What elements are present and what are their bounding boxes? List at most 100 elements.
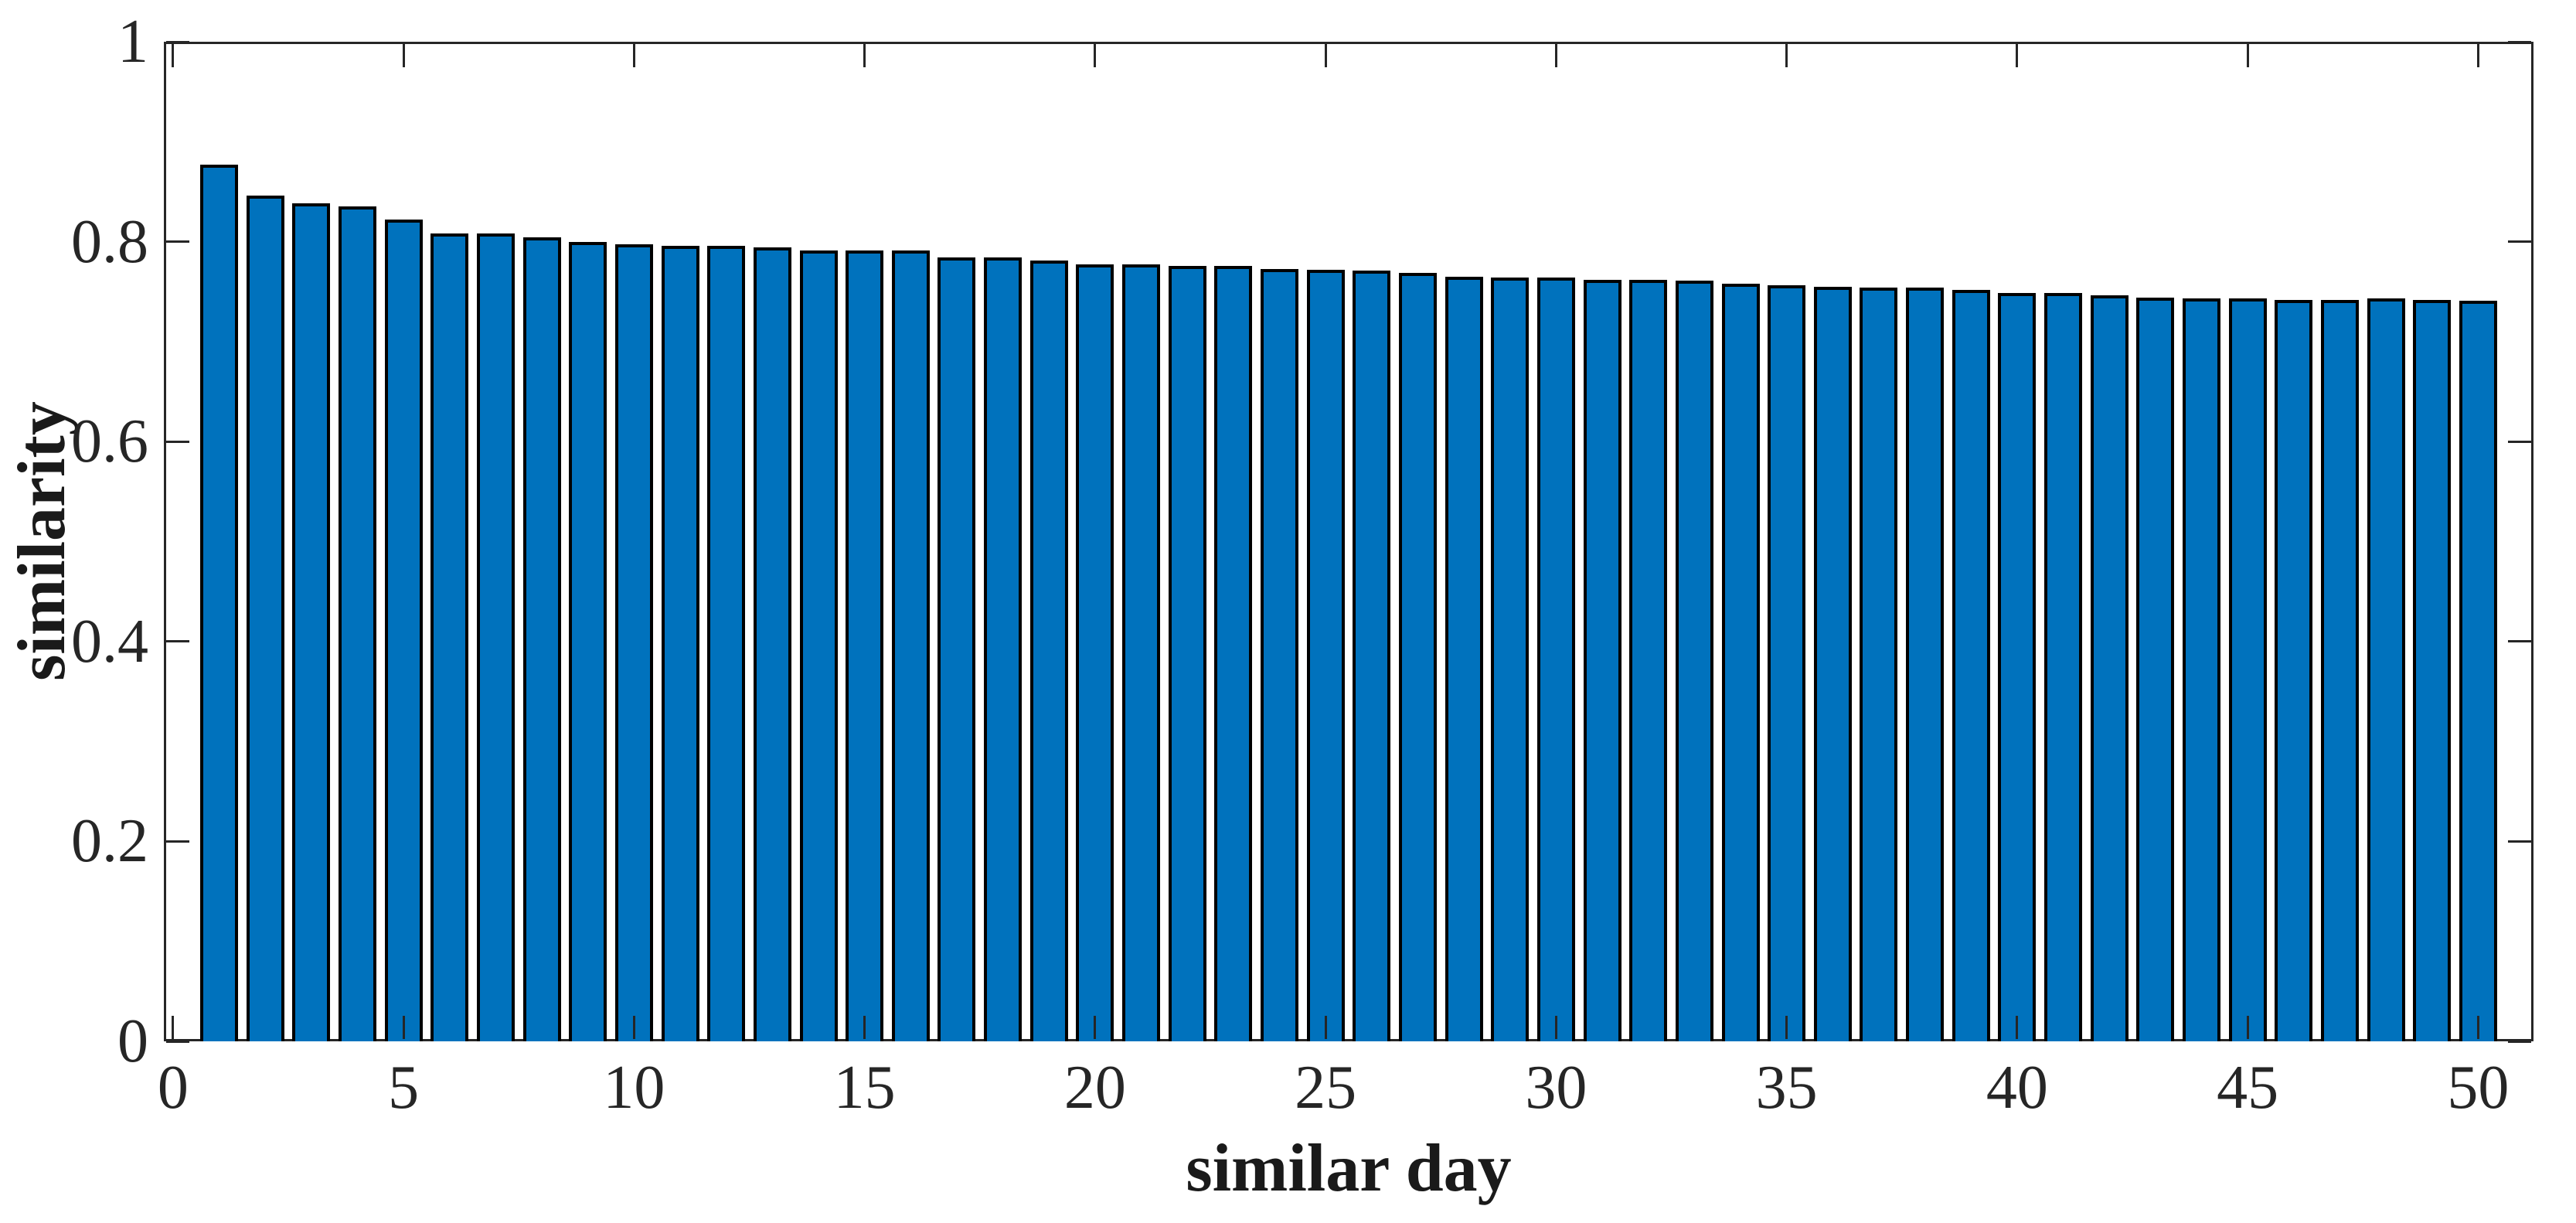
bar — [246, 196, 284, 1041]
x-tick-label: 45 — [2217, 1054, 2279, 1122]
bar — [1214, 265, 1253, 1041]
x-tick-mark-top — [1094, 44, 1097, 67]
y-tick-mark — [166, 240, 189, 244]
x-tick-mark — [2246, 1016, 2249, 1039]
bar — [891, 250, 930, 1041]
x-tick-label: 50 — [2447, 1054, 2510, 1122]
y-tick-label: 0.4 — [71, 607, 148, 676]
x-axis-label: similar day — [1186, 1131, 1512, 1206]
bar — [2413, 299, 2452, 1041]
x-tick-label: 20 — [1063, 1054, 1126, 1122]
bar — [707, 245, 746, 1041]
x-tick-label: 15 — [833, 1054, 896, 1122]
y-tick-mark-right — [2508, 640, 2531, 643]
bar — [1768, 285, 1806, 1041]
y-tick-mark-right — [2508, 1040, 2531, 1043]
bar — [2459, 300, 2497, 1041]
x-tick-mark — [402, 1016, 405, 1039]
bar — [614, 244, 653, 1041]
x-tick-label: 10 — [603, 1054, 665, 1122]
x-tick-mark — [172, 1016, 175, 1039]
bar — [1813, 286, 1852, 1041]
x-tick-mark — [632, 1016, 635, 1039]
x-tick-mark-top — [1554, 44, 1557, 67]
bar — [1076, 264, 1114, 1041]
bar — [1029, 261, 1068, 1041]
y-tick-mark — [166, 1040, 189, 1043]
bar — [661, 245, 699, 1041]
plot-area — [164, 42, 2533, 1041]
bar — [753, 247, 791, 1041]
bar — [2367, 298, 2405, 1041]
bar — [1721, 283, 1760, 1041]
bar — [1261, 268, 1299, 1041]
x-tick-label: 25 — [1295, 1054, 1357, 1122]
x-tick-label: 30 — [1525, 1054, 1587, 1122]
y-tick-mark — [166, 440, 189, 443]
y-tick-mark — [166, 840, 189, 843]
bar — [1306, 269, 1345, 1041]
y-tick-mark-right — [2508, 40, 2531, 43]
x-tick-mark — [1785, 1016, 1788, 1039]
x-tick-label: 35 — [1755, 1054, 1818, 1122]
bar — [1536, 278, 1575, 1041]
x-tick-mark-top — [402, 44, 405, 67]
bar — [984, 257, 1023, 1041]
bar — [2044, 292, 2083, 1041]
x-tick-mark-top — [863, 44, 866, 67]
x-tick-mark-top — [1785, 44, 1788, 67]
bar — [1998, 292, 2037, 1041]
bar — [1583, 279, 1621, 1041]
bar — [1952, 289, 1990, 1041]
bar — [1445, 276, 1483, 1041]
bar — [1629, 279, 1668, 1041]
x-tick-mark-top — [632, 44, 635, 67]
bar — [339, 206, 377, 1041]
bar — [1168, 265, 1206, 1041]
y-tick-mark-right — [2508, 440, 2531, 443]
bar — [2320, 299, 2359, 1041]
bar — [2228, 298, 2267, 1041]
x-tick-label: 5 — [388, 1054, 420, 1122]
x-tick-mark — [1324, 1016, 1327, 1039]
x-tick-mark-top — [1324, 44, 1327, 67]
x-tick-mark-top — [2246, 44, 2249, 67]
x-tick-mark — [1554, 1016, 1557, 1039]
y-tick-label: 0.8 — [71, 207, 148, 276]
bar — [1906, 288, 1945, 1041]
bar — [846, 250, 884, 1041]
bar — [569, 241, 607, 1041]
bar — [1122, 264, 1161, 1041]
y-tick-mark — [166, 40, 189, 43]
x-tick-label: 40 — [1986, 1054, 2048, 1122]
y-tick-label: 1 — [117, 8, 148, 76]
x-tick-mark-top — [172, 44, 175, 67]
bar — [1353, 271, 1391, 1041]
bar — [1675, 281, 1713, 1041]
y-tick-mark-right — [2508, 240, 2531, 244]
x-tick-label: 0 — [157, 1054, 189, 1122]
bar — [2183, 298, 2221, 1041]
bar — [430, 233, 469, 1041]
x-tick-mark — [1094, 1016, 1097, 1039]
bar — [2090, 295, 2129, 1041]
x-tick-mark-top — [2016, 44, 2019, 67]
bar — [292, 203, 331, 1041]
bar — [522, 237, 561, 1041]
x-tick-mark — [863, 1016, 866, 1039]
bar — [384, 220, 423, 1041]
bar — [938, 257, 976, 1041]
x-tick-mark — [2016, 1016, 2019, 1039]
y-tick-label: 0 — [117, 1007, 148, 1075]
y-tick-label: 0.2 — [71, 807, 148, 876]
bar — [200, 165, 239, 1041]
y-tick-mark-right — [2508, 840, 2531, 843]
x-tick-mark-top — [2476, 44, 2479, 67]
bar — [2275, 299, 2313, 1041]
bar — [1860, 288, 1898, 1041]
bar — [1398, 272, 1437, 1041]
y-tick-mark — [166, 640, 189, 643]
bar — [799, 250, 838, 1041]
bar — [2136, 298, 2175, 1041]
